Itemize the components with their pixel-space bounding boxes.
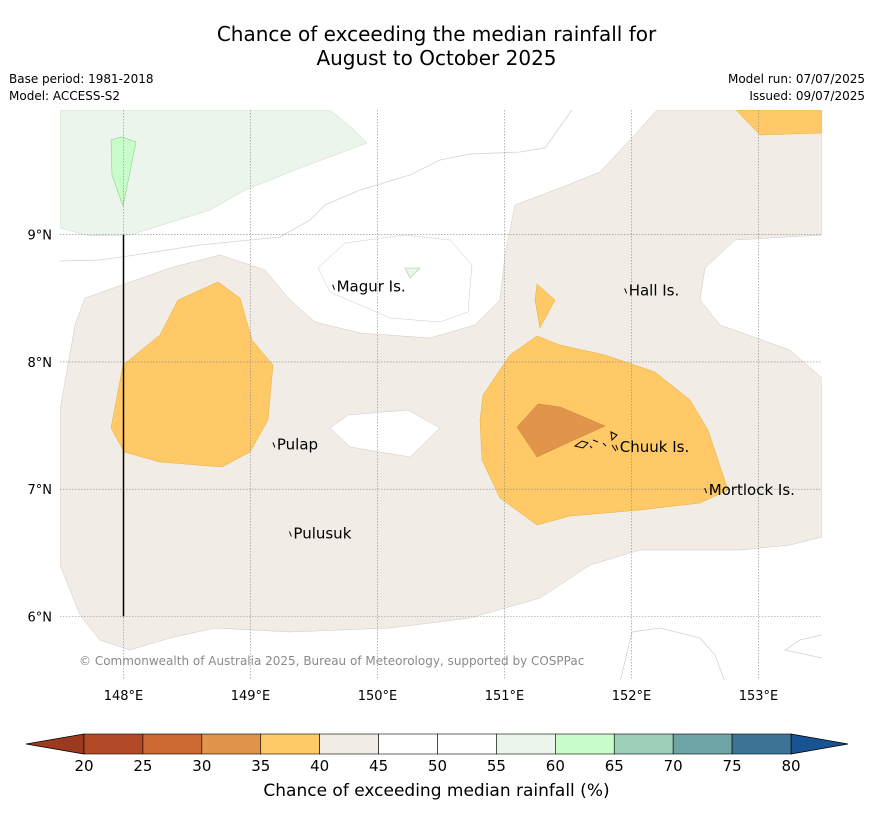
title-line-2: August to October 2025 xyxy=(316,46,557,70)
colorbar-segment xyxy=(260,733,320,755)
colorbar-segment xyxy=(496,733,556,755)
island-marker xyxy=(624,288,628,294)
lon-tick-label: 148°E xyxy=(104,689,144,704)
colorbar-tick-label: 35 xyxy=(251,757,270,775)
region-35-40-north-strip xyxy=(534,283,556,329)
forecast-layer xyxy=(60,110,822,680)
region-30-35 xyxy=(516,403,606,458)
island-marker xyxy=(272,442,276,448)
colorbar-tick-label: 75 xyxy=(723,757,742,775)
island-marker xyxy=(615,444,619,451)
colorbar-segment xyxy=(555,733,615,755)
run-info: Model run: 07/07/2025 Issued: 09/07/2025 xyxy=(728,71,865,105)
chuuk-islands xyxy=(573,431,618,452)
lat-tick-label: 6°N xyxy=(28,610,53,625)
model-name: Model: ACCESS-S2 xyxy=(9,89,121,103)
island-marker xyxy=(332,284,336,290)
region-55-60 xyxy=(60,110,368,237)
place-label: Chuuk Is. xyxy=(620,438,689,456)
colorbar-segment xyxy=(437,733,497,755)
base-info: Base period: 1981-2018 Model: ACCESS-S2 xyxy=(9,71,154,105)
colorbar-over-arrow xyxy=(790,733,849,755)
base-period: Base period: 1981-2018 xyxy=(9,72,154,86)
place-label: Mortlock Is. xyxy=(709,481,795,499)
colorbar-tick-label: 50 xyxy=(428,757,447,775)
colorbar-tick-label: 40 xyxy=(310,757,329,775)
island-marker xyxy=(704,488,708,494)
lon-tick-label: 151°E xyxy=(485,689,525,704)
title-line-1: Chance of exceeding the median rainfall … xyxy=(216,22,657,46)
colorbar-tick-label: 20 xyxy=(74,757,93,775)
colorbar-segment xyxy=(613,733,674,755)
place-labels: Magur Is. Hall Is. Pulap Chuuk Is. Mortlock … xyxy=(272,278,795,543)
colorbar-segment xyxy=(83,733,144,755)
place-label: Hall Is. xyxy=(629,281,680,299)
colorbar-tick-label: 70 xyxy=(664,757,683,775)
copyright-text: © Commonwealth of Australia 2025, Bureau… xyxy=(79,654,584,668)
lon-tick-label: 153°E xyxy=(739,689,779,704)
lat-tick-label: 7°N xyxy=(28,483,53,498)
colorbar-segment xyxy=(378,733,438,755)
colorbar-tick-label: 80 xyxy=(781,757,800,775)
model-run-date: Model run: 07/07/2025 xyxy=(727,72,865,86)
colorbar-segment xyxy=(731,733,792,755)
map-title: Chance of exceeding the median rainfall … xyxy=(0,22,873,70)
colorbar-segment xyxy=(201,733,262,755)
place-label: Pulusuk xyxy=(293,525,351,543)
colorbar-tick-label: 65 xyxy=(605,757,624,775)
colorbar-segment xyxy=(672,733,733,755)
colorbar-tick-label: 30 xyxy=(192,757,211,775)
place-label: Magur Is. xyxy=(337,278,406,296)
place-label: Pulap xyxy=(277,435,318,453)
issued-date: Issued: 09/07/2025 xyxy=(749,89,865,103)
region-45-55-south xyxy=(329,409,441,458)
colorbar-tick-label: 25 xyxy=(133,757,152,775)
colorbar-segment xyxy=(319,733,379,755)
region-35-40-west xyxy=(110,281,274,468)
region-45-55-magur xyxy=(317,234,473,323)
gridlines xyxy=(60,110,822,680)
lon-tick-label: 152°E xyxy=(612,689,652,704)
colorbar-tick-label: 60 xyxy=(546,757,565,775)
lon-tick-label: 150°E xyxy=(358,689,398,704)
lat-tick-label: 8°N xyxy=(28,356,53,371)
colorbar-tick-label: 55 xyxy=(487,757,506,775)
colorbar-under-arrow xyxy=(25,733,85,755)
region-55-60-small xyxy=(404,267,421,279)
colorbar-segment xyxy=(142,733,203,755)
region-35-40-chuuk xyxy=(479,335,729,526)
lon-tick-label: 149°E xyxy=(231,689,271,704)
colorbar-title: Chance of exceeding median rainfall (%) xyxy=(263,781,610,801)
colorbar: 20 25 30 35 40 45 50 55 60 65 70 75 80 xyxy=(25,733,849,775)
island-marker xyxy=(288,531,292,537)
axis-labels: 148°E 149°E 150°E 151°E 152°E 153°E 9°N 8°N 7°N 6… xyxy=(28,229,779,704)
colorbar-tick-label: 45 xyxy=(369,757,388,775)
lat-tick-label: 9°N xyxy=(28,229,53,244)
region-35-40-northeast xyxy=(735,110,822,136)
